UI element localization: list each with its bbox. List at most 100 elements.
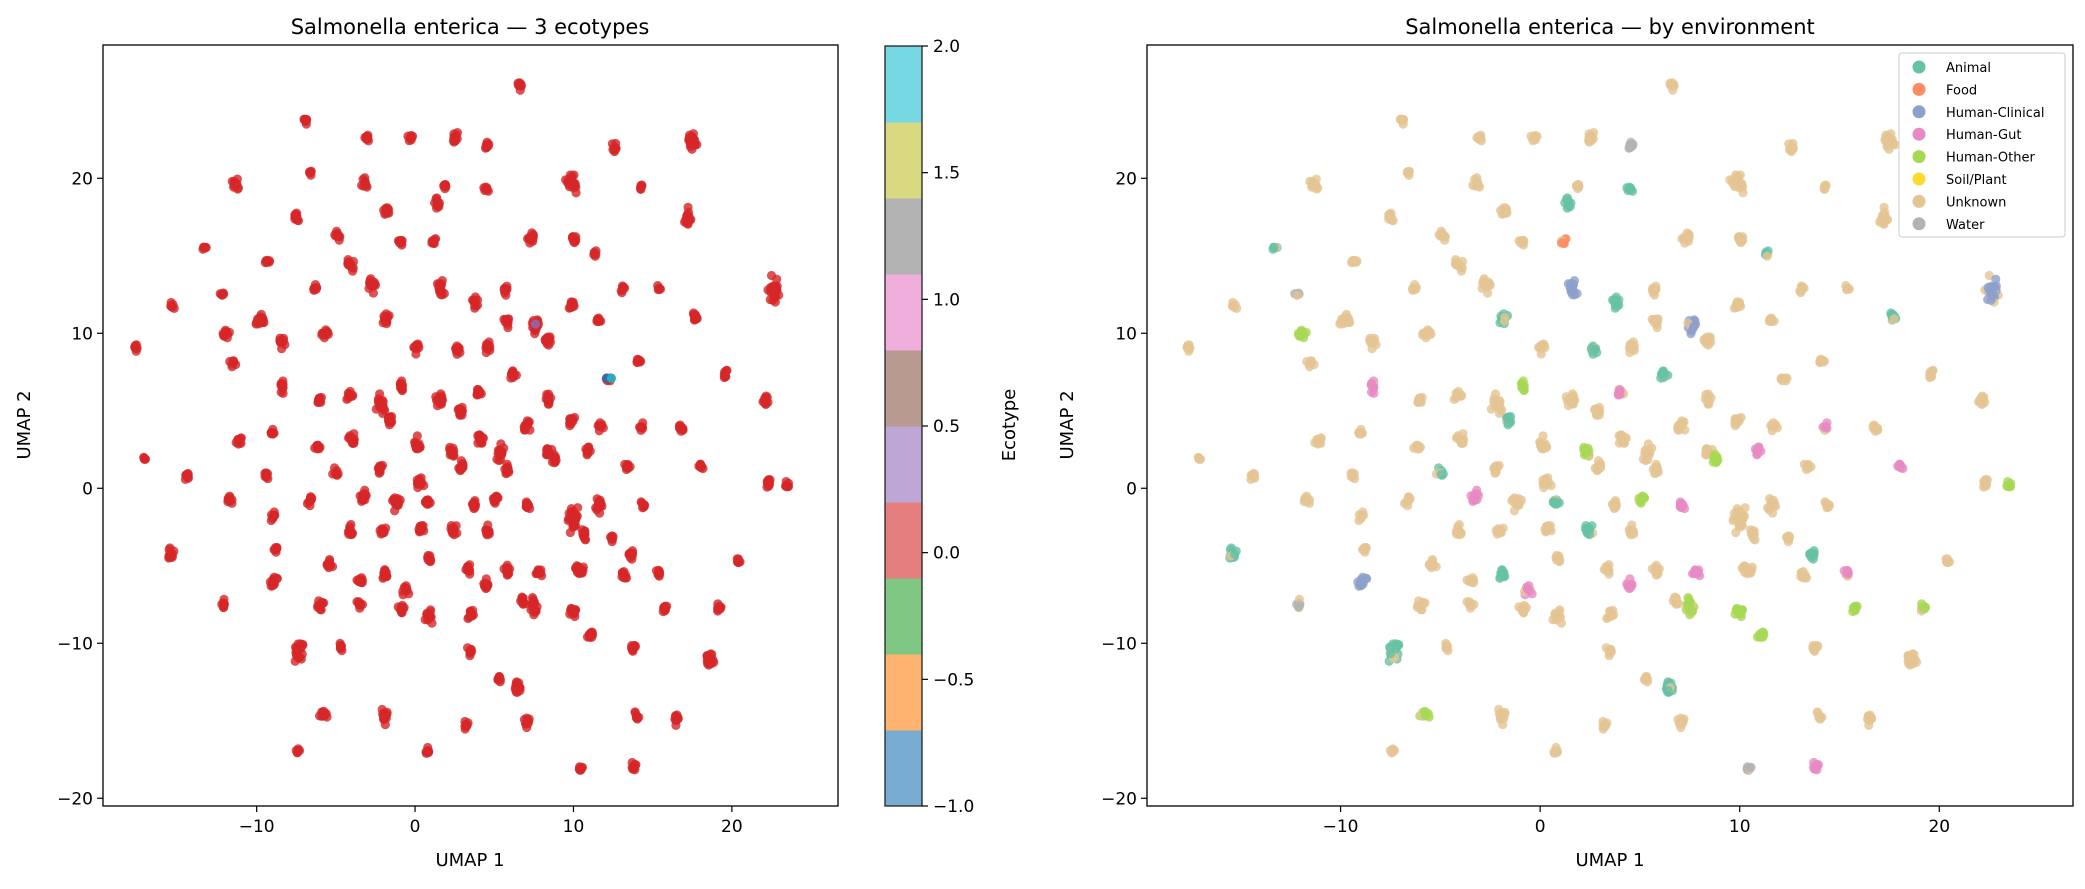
data-point [1230, 549, 1240, 559]
data-point [167, 549, 178, 559]
cluster [430, 193, 445, 213]
cluster [635, 180, 647, 195]
cluster [500, 459, 514, 479]
data-point [1703, 392, 1713, 402]
cluster [1760, 246, 1773, 261]
cluster [541, 389, 556, 409]
legend-marker [1912, 60, 1926, 74]
data-point [434, 198, 445, 208]
data-point [1677, 498, 1687, 508]
data-point [499, 564, 509, 574]
data-point [1635, 497, 1645, 507]
y-tick-label: 0 [82, 479, 93, 499]
cluster [266, 424, 279, 439]
data-point [1519, 382, 1529, 392]
data-point [218, 328, 228, 339]
data-point [1652, 314, 1662, 324]
data-point [511, 685, 522, 696]
cluster [658, 601, 672, 617]
cluster [1556, 234, 1571, 249]
cluster [409, 339, 424, 359]
data-point [1358, 544, 1369, 555]
data-point [1663, 685, 1673, 696]
data-point [503, 465, 513, 475]
data-point [1736, 412, 1746, 423]
data-point [765, 475, 775, 485]
data-point [1356, 427, 1366, 438]
data-point [406, 135, 416, 145]
cluster [410, 431, 425, 454]
x-tick-label: 20 [1928, 817, 1950, 837]
data-point [166, 301, 176, 311]
cluster [461, 560, 475, 579]
data-point [455, 404, 465, 414]
data-point [1367, 337, 1377, 347]
cluster [414, 521, 429, 537]
cluster [198, 242, 211, 254]
data-point [397, 607, 407, 618]
cluster [1495, 203, 1512, 219]
y-tick-label: 0 [1126, 479, 1137, 499]
cluster [624, 546, 638, 564]
data-point [1347, 468, 1358, 478]
cluster [574, 562, 588, 579]
cluster [393, 235, 407, 250]
cluster [1384, 208, 1398, 226]
cluster [499, 281, 512, 300]
cluster [560, 170, 581, 198]
legend-marker [1912, 82, 1926, 96]
data-point [687, 144, 697, 154]
data-point [1490, 468, 1500, 478]
data-point [1366, 378, 1377, 389]
cluster [275, 333, 290, 354]
data-point [580, 529, 590, 539]
cluster [180, 468, 194, 485]
cluster [473, 430, 488, 448]
data-point [1649, 290, 1660, 300]
cluster [1648, 459, 1663, 479]
cluster [251, 309, 269, 329]
cluster [479, 574, 493, 594]
cluster [130, 340, 142, 356]
data-point [1454, 519, 1464, 530]
data-point [596, 421, 607, 431]
cluster [427, 234, 441, 249]
data-point [590, 251, 600, 261]
cluster [488, 491, 503, 508]
cluster [684, 129, 702, 154]
cluster [1841, 280, 1854, 295]
cluster [342, 386, 358, 405]
cluster [1893, 459, 1908, 474]
cluster [260, 255, 275, 268]
cluster [1431, 463, 1448, 480]
cluster [1418, 325, 1436, 343]
data-point [587, 632, 597, 643]
colorbar-ticks: −1.0 −0.5 0.0 0.5 1.0 1.5 2.0 [922, 37, 974, 817]
data-point [1647, 564, 1657, 574]
data-point [388, 496, 398, 506]
legend-marker [1912, 172, 1926, 186]
y-tick-label: 10 [71, 324, 93, 344]
cluster [423, 550, 436, 567]
cluster [1466, 485, 1484, 507]
legend-label: Unknown [1946, 195, 2006, 210]
data-point [1552, 550, 1562, 561]
data-point [462, 643, 473, 653]
x-axis-label: UMAP 1 [1575, 850, 1644, 871]
cluster [523, 228, 538, 248]
cluster [1624, 337, 1639, 358]
data-point [1500, 205, 1510, 215]
data-point [1544, 524, 1554, 534]
colorbar-tick-label: 0.0 [933, 544, 960, 564]
cluster [330, 226, 345, 245]
cluster [780, 476, 794, 492]
data-point [1979, 392, 1989, 402]
data-point [783, 481, 794, 492]
legend-marker [1912, 105, 1926, 119]
data-point [1408, 285, 1418, 295]
data-point [1733, 232, 1744, 242]
cluster [1729, 297, 1746, 313]
data-point [306, 170, 316, 180]
cluster [680, 202, 696, 229]
cluster [378, 565, 392, 583]
